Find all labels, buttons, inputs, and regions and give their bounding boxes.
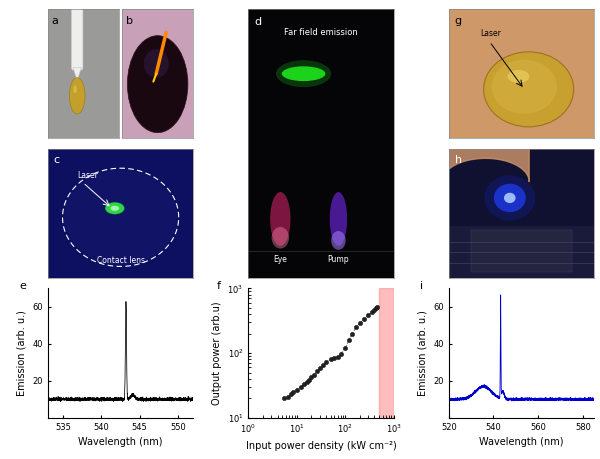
- Bar: [449, 226, 594, 278]
- X-axis label: Wavelength (nm): Wavelength (nm): [479, 437, 563, 447]
- Point: [326, 356, 335, 363]
- Ellipse shape: [73, 85, 77, 93]
- Ellipse shape: [508, 70, 529, 83]
- Point: [352, 324, 361, 331]
- Ellipse shape: [484, 175, 535, 220]
- Text: d: d: [254, 17, 262, 27]
- Point: [370, 306, 379, 313]
- Ellipse shape: [70, 78, 85, 114]
- Ellipse shape: [106, 202, 124, 214]
- Point: [299, 381, 308, 388]
- Text: a: a: [52, 16, 58, 26]
- Text: e: e: [19, 280, 26, 291]
- FancyBboxPatch shape: [71, 0, 83, 70]
- Text: Far field emission: Far field emission: [284, 28, 358, 37]
- Point: [312, 368, 322, 375]
- Ellipse shape: [484, 52, 574, 127]
- Bar: [470, 230, 572, 272]
- Text: f: f: [217, 280, 220, 291]
- Point: [283, 393, 293, 401]
- Point: [296, 383, 305, 391]
- Ellipse shape: [144, 49, 169, 78]
- Point: [344, 336, 354, 343]
- Y-axis label: Emission (arb. u.): Emission (arb. u.): [418, 310, 428, 396]
- Point: [307, 374, 316, 381]
- X-axis label: Input power density (kW cm⁻²): Input power density (kW cm⁻²): [245, 441, 397, 450]
- Ellipse shape: [504, 193, 515, 203]
- Point: [315, 364, 325, 372]
- Point: [336, 351, 346, 358]
- Text: b: b: [125, 16, 133, 26]
- Point: [355, 319, 365, 327]
- Point: [321, 358, 331, 366]
- Ellipse shape: [270, 192, 290, 246]
- Ellipse shape: [272, 227, 289, 248]
- Point: [292, 386, 302, 393]
- Ellipse shape: [491, 60, 557, 114]
- Ellipse shape: [276, 60, 331, 87]
- Point: [359, 315, 369, 322]
- Ellipse shape: [64, 169, 177, 265]
- Text: Contact lens: Contact lens: [97, 256, 145, 264]
- Polygon shape: [73, 67, 82, 80]
- Point: [364, 311, 373, 319]
- Text: Laser: Laser: [77, 171, 98, 180]
- Y-axis label: Emission (arb. u.): Emission (arb. u.): [17, 310, 27, 396]
- Text: i: i: [420, 280, 423, 291]
- Ellipse shape: [494, 184, 526, 212]
- Ellipse shape: [282, 66, 325, 81]
- Point: [340, 344, 350, 352]
- Text: g: g: [455, 16, 462, 26]
- Point: [310, 371, 319, 379]
- X-axis label: Wavelength (nm): Wavelength (nm): [79, 437, 163, 447]
- Point: [373, 304, 382, 311]
- Text: Eye: Eye: [274, 255, 287, 264]
- Point: [367, 308, 376, 316]
- Point: [329, 354, 339, 361]
- Ellipse shape: [331, 231, 346, 250]
- Point: [286, 391, 296, 398]
- Ellipse shape: [110, 206, 119, 211]
- Point: [371, 305, 380, 312]
- Text: h: h: [455, 155, 462, 165]
- Point: [319, 362, 328, 369]
- Point: [280, 395, 289, 402]
- Ellipse shape: [127, 36, 188, 133]
- Point: [304, 376, 314, 384]
- Bar: [379, 288, 394, 418]
- Text: c: c: [54, 155, 60, 165]
- Y-axis label: Output power (arb.u): Output power (arb.u): [212, 301, 222, 405]
- Point: [289, 388, 298, 396]
- Point: [302, 378, 311, 386]
- Text: Pump: Pump: [328, 255, 349, 264]
- Point: [333, 353, 343, 360]
- Text: Laser: Laser: [481, 28, 502, 38]
- Point: [347, 330, 357, 337]
- Ellipse shape: [330, 192, 347, 246]
